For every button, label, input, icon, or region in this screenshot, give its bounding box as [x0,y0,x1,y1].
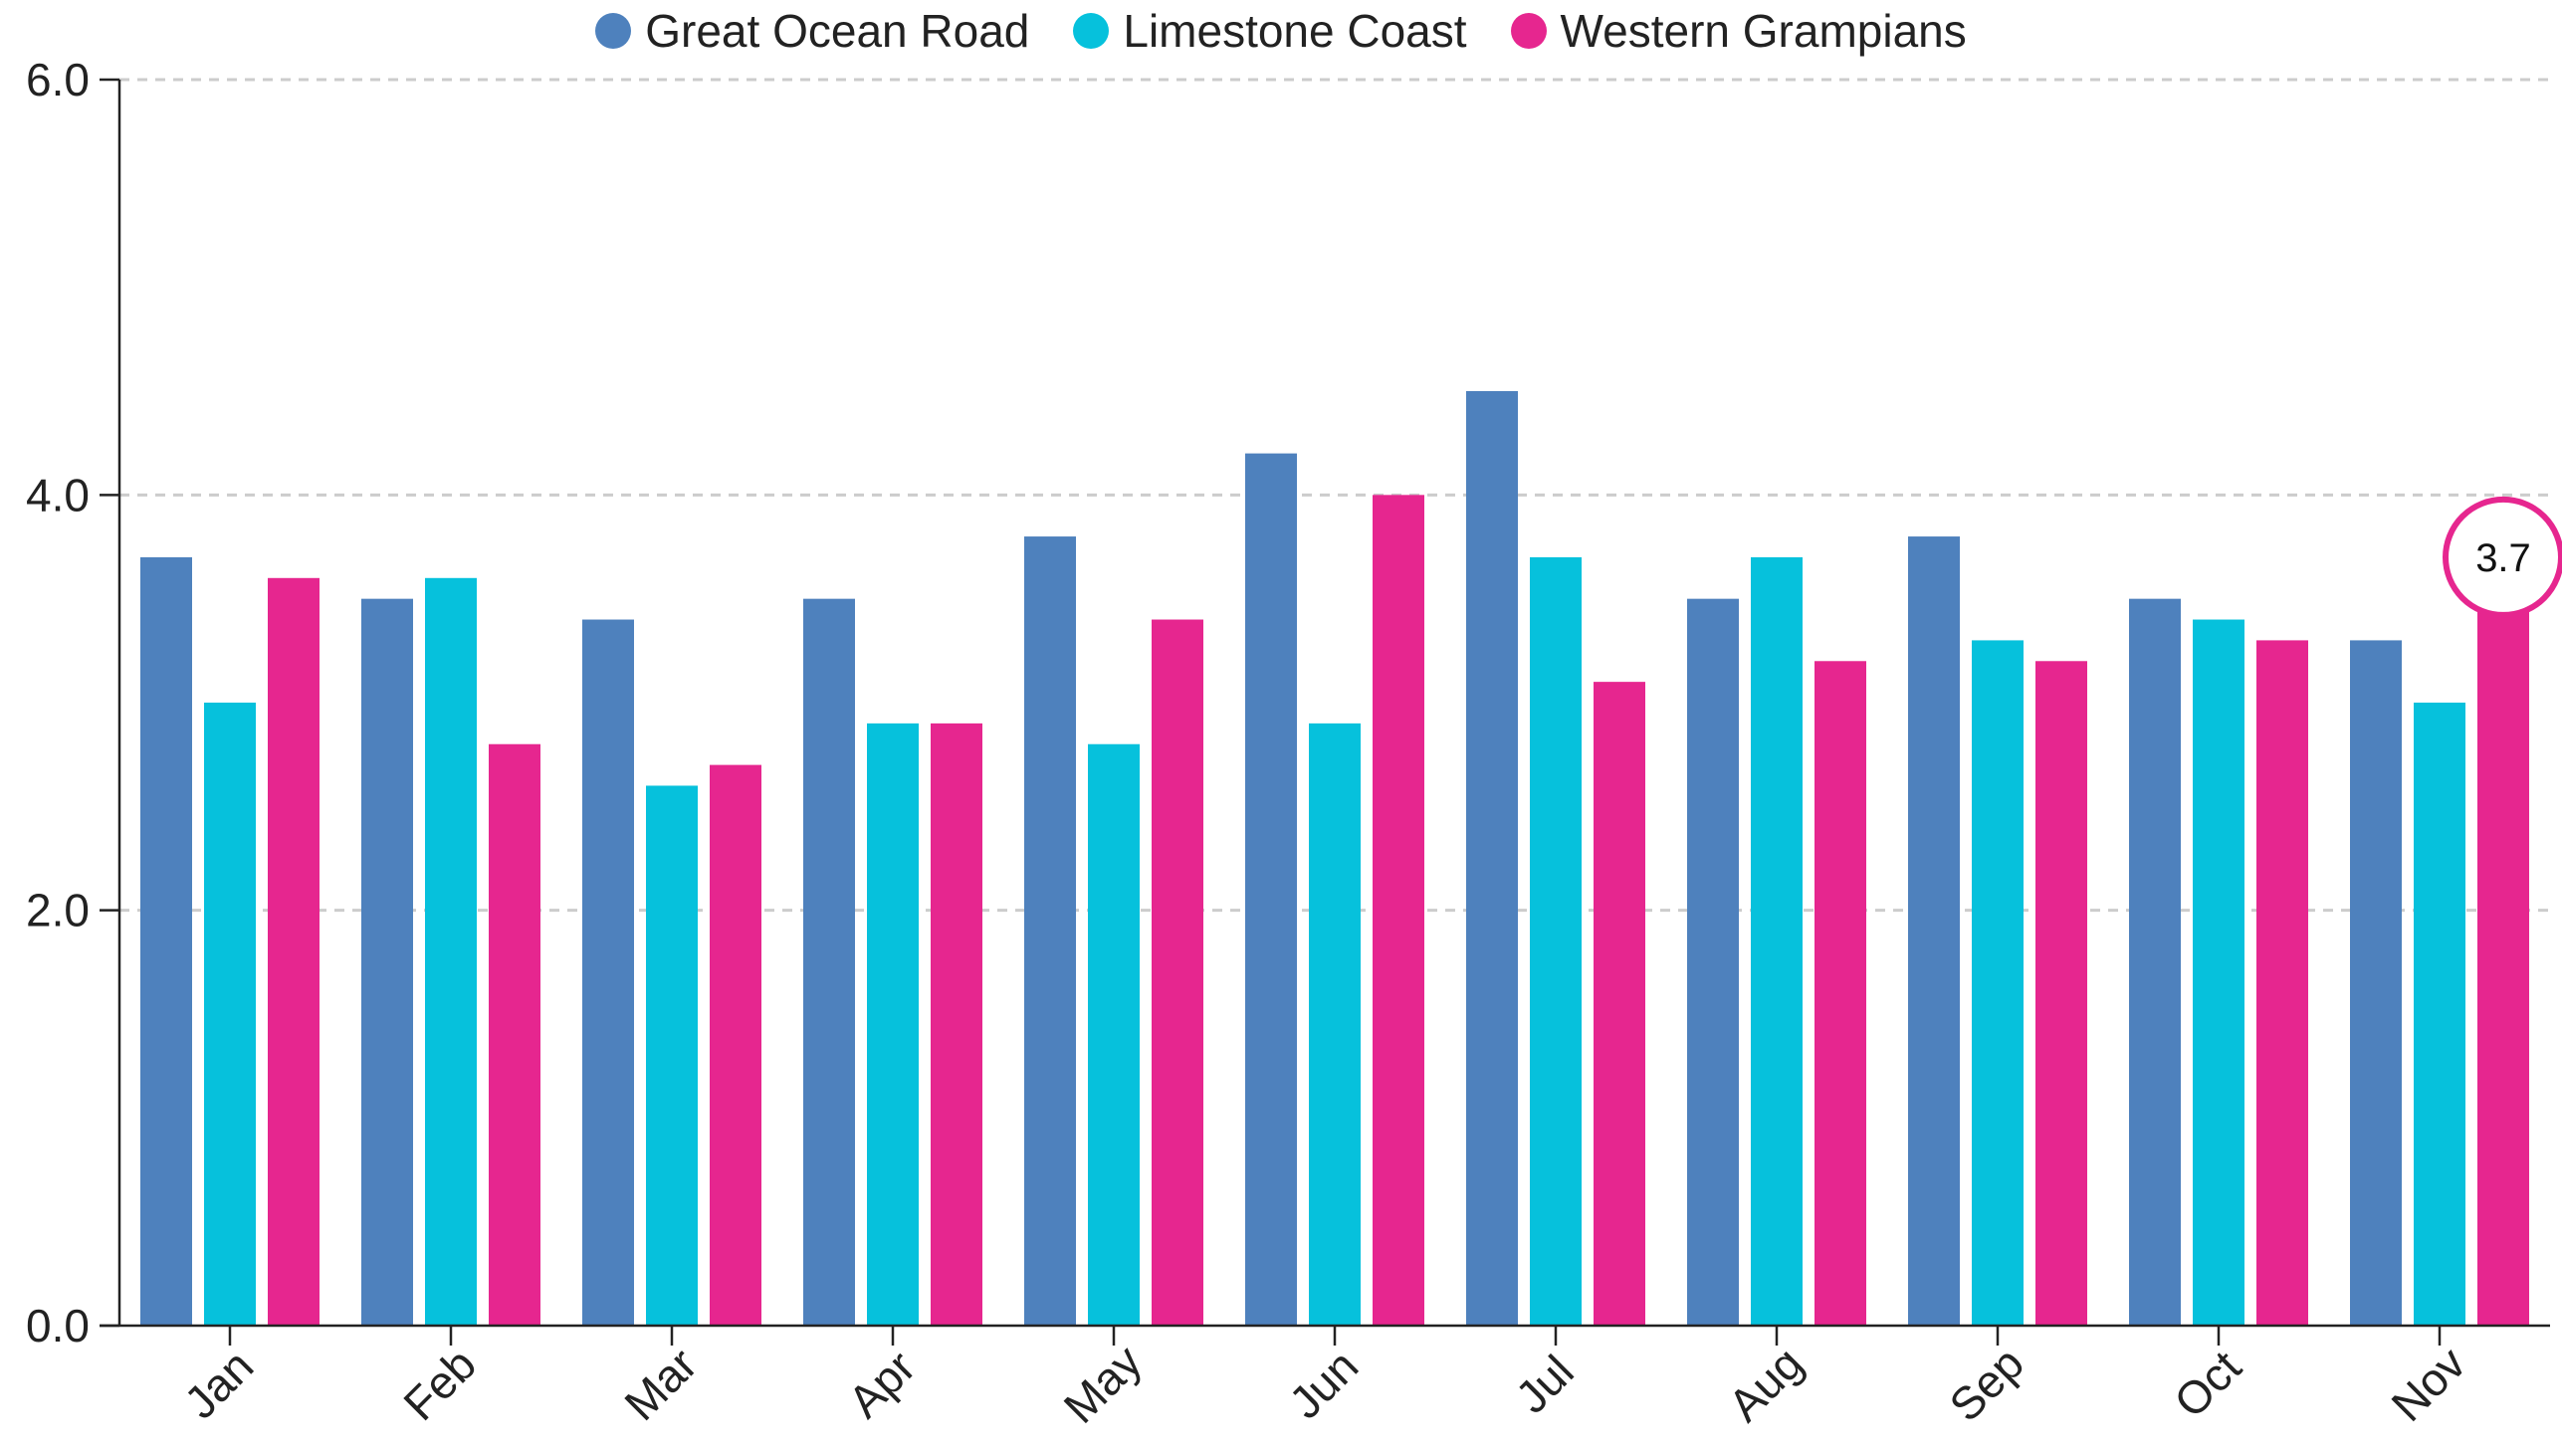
y-tick-label: 2.0 [26,885,90,936]
bar-western-grampians-feb[interactable] [489,743,540,1326]
bar-great-ocean-road-apr[interactable] [803,598,855,1326]
bar-western-grampians-aug[interactable] [1815,661,1866,1326]
x-tick-label: Oct [2164,1341,2251,1428]
bar-western-grampians-oct[interactable] [2256,640,2308,1326]
bar-western-grampians-jun[interactable] [1373,495,1424,1326]
annotation-circle [2443,496,2562,618]
x-tick-label: Jul [1506,1346,1584,1423]
bar-limestone-coast-aug[interactable] [1751,556,1803,1326]
y-tick-label: 0.0 [26,1300,90,1352]
y-tick-label: 6.0 [26,54,90,105]
y-tick-label: 4.0 [26,469,90,520]
bar-great-ocean-road-oct[interactable] [2129,598,2181,1326]
legend-item-western-grampians[interactable]: Western Grampians [1510,4,1967,58]
bar-western-grampians-jul[interactable] [1594,682,1645,1326]
legend-item-limestone-coast[interactable]: Limestone Coast [1073,4,1467,58]
bar-western-grampians-sep[interactable] [2035,661,2087,1326]
chart-legend: Great Ocean Road Limestone Coast Western… [0,4,2562,58]
bar-great-ocean-road-jun[interactable] [1245,453,1297,1327]
bar-limestone-coast-jun[interactable] [1309,723,1361,1326]
bar-western-grampians-apr[interactable] [931,723,982,1326]
legend-label-limestone-coast: Limestone Coast [1123,5,1467,57]
bar-great-ocean-road-feb[interactable] [361,598,413,1326]
legend-swatch-western-grampians [1510,13,1547,49]
bar-great-ocean-road-aug[interactable] [1687,598,1739,1326]
bar-western-grampians-may[interactable] [1152,619,1203,1326]
bar-great-ocean-road-may[interactable] [1024,536,1076,1326]
x-tick-label: Nov [2381,1337,2475,1431]
bar-limestone-coast-nov[interactable] [2414,703,2465,1326]
bar-western-grampians-nov[interactable] [2477,556,2529,1326]
bar-great-ocean-road-jul[interactable] [1466,391,1518,1326]
bar-limestone-coast-mar[interactable] [646,785,698,1326]
x-tick-label: Jan [174,1340,263,1428]
x-tick-label: Mar [614,1338,707,1430]
x-tick-label: May [1054,1336,1152,1433]
bar-western-grampians-mar[interactable] [710,764,761,1326]
bar-western-grampians-jan[interactable] [268,577,320,1326]
bar-limestone-coast-may[interactable] [1088,743,1140,1326]
x-tick-label: Jun [1279,1340,1368,1428]
x-tick-label: Aug [1718,1337,1813,1431]
x-tick-label: Apr [838,1341,925,1427]
legend-swatch-great-ocean-road [595,13,632,49]
legend-label-great-ocean-road: Great Ocean Road [645,5,1030,57]
bar-limestone-coast-jul[interactable] [1530,556,1582,1326]
value-annotation: 3.7 [2443,496,2562,618]
bar-limestone-coast-feb[interactable] [425,577,477,1326]
bar-limestone-coast-oct[interactable] [2193,619,2244,1326]
bar-great-ocean-road-mar[interactable] [582,619,634,1326]
x-tick-label: Feb [393,1338,486,1430]
bar-great-ocean-road-sep[interactable] [1908,536,1960,1326]
bar-great-ocean-road-jan[interactable] [140,556,192,1326]
annotation-label: 3.7 [2475,536,2531,580]
legend-item-great-ocean-road[interactable]: Great Ocean Road [595,4,1029,58]
legend-swatch-limestone-coast [1073,13,1110,49]
bar-great-ocean-road-nov[interactable] [2350,640,2402,1326]
bar-limestone-coast-jan[interactable] [204,703,256,1326]
bar-limestone-coast-apr[interactable] [867,723,919,1326]
bar-limestone-coast-sep[interactable] [1972,640,2024,1326]
bar-series [140,391,2529,1327]
legend-label-western-grampians: Western Grampians [1560,5,1967,57]
x-tick-label: Sep [1939,1337,2033,1431]
